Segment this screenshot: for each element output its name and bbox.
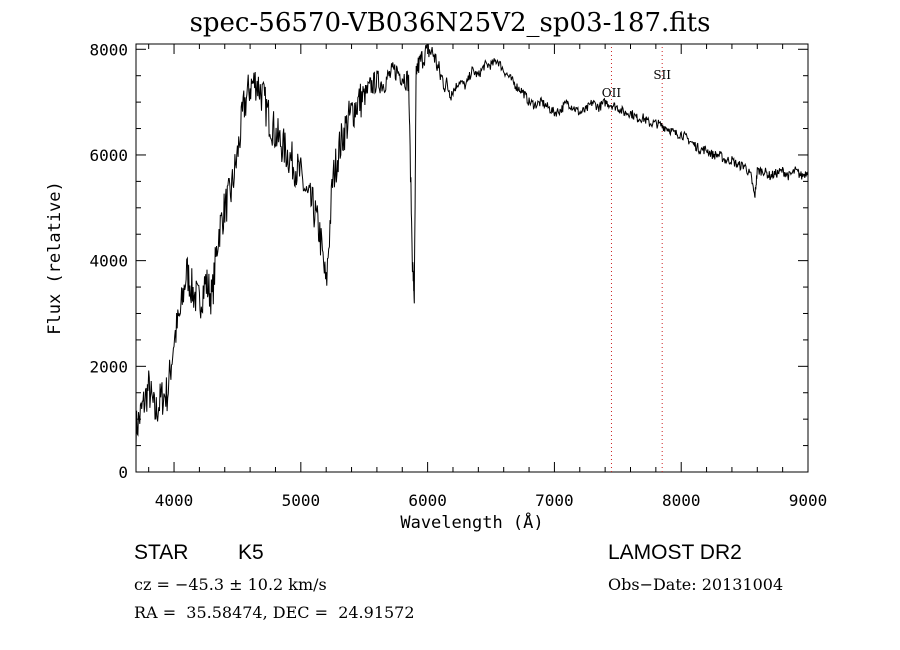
y-tick-label: 8000	[89, 40, 128, 59]
x-tick-label: 8000	[662, 491, 701, 510]
axis-ticks	[136, 44, 809, 473]
line-marker-label: OII	[602, 86, 622, 100]
spectrum-line	[135, 43, 809, 450]
y-tick-label: 0	[118, 463, 128, 482]
coordinates: RA = 35.58474, DEC = 24.91572	[134, 603, 415, 622]
y-tick-label: 4000	[89, 252, 128, 271]
redshift-cz: cz = −45.3 ± 10.2 km/s	[134, 575, 327, 594]
survey-name: LAMOST DR2	[608, 541, 742, 564]
y-tick-label: 6000	[89, 146, 128, 165]
line-marker-label: SII	[653, 68, 671, 82]
line-markers: OII SII	[602, 44, 671, 472]
x-tick-label: 5000	[282, 491, 321, 510]
object-class: STAR	[134, 541, 189, 564]
tick-labels: 4000 5000 6000 7000 8000 9000 0 2000 4000 6000 800…	[89, 40, 827, 510]
subclass: K5	[238, 541, 264, 564]
x-tick-label: 6000	[408, 491, 447, 510]
y-axis-label: Flux (relative)	[45, 181, 65, 335]
x-tick-label: 4000	[155, 491, 194, 510]
obs-date: Obs−Date: 20131004	[608, 575, 784, 594]
y-tick-label: 2000	[89, 357, 128, 376]
x-axis-label: Wavelength (Å)	[400, 511, 543, 533]
x-tick-label: 9000	[789, 491, 828, 510]
x-tick-label: 7000	[535, 491, 574, 510]
chart-title: spec-56570-VB036N25V2_sp03-187.fits	[189, 8, 711, 38]
plot-frame	[135, 43, 809, 473]
